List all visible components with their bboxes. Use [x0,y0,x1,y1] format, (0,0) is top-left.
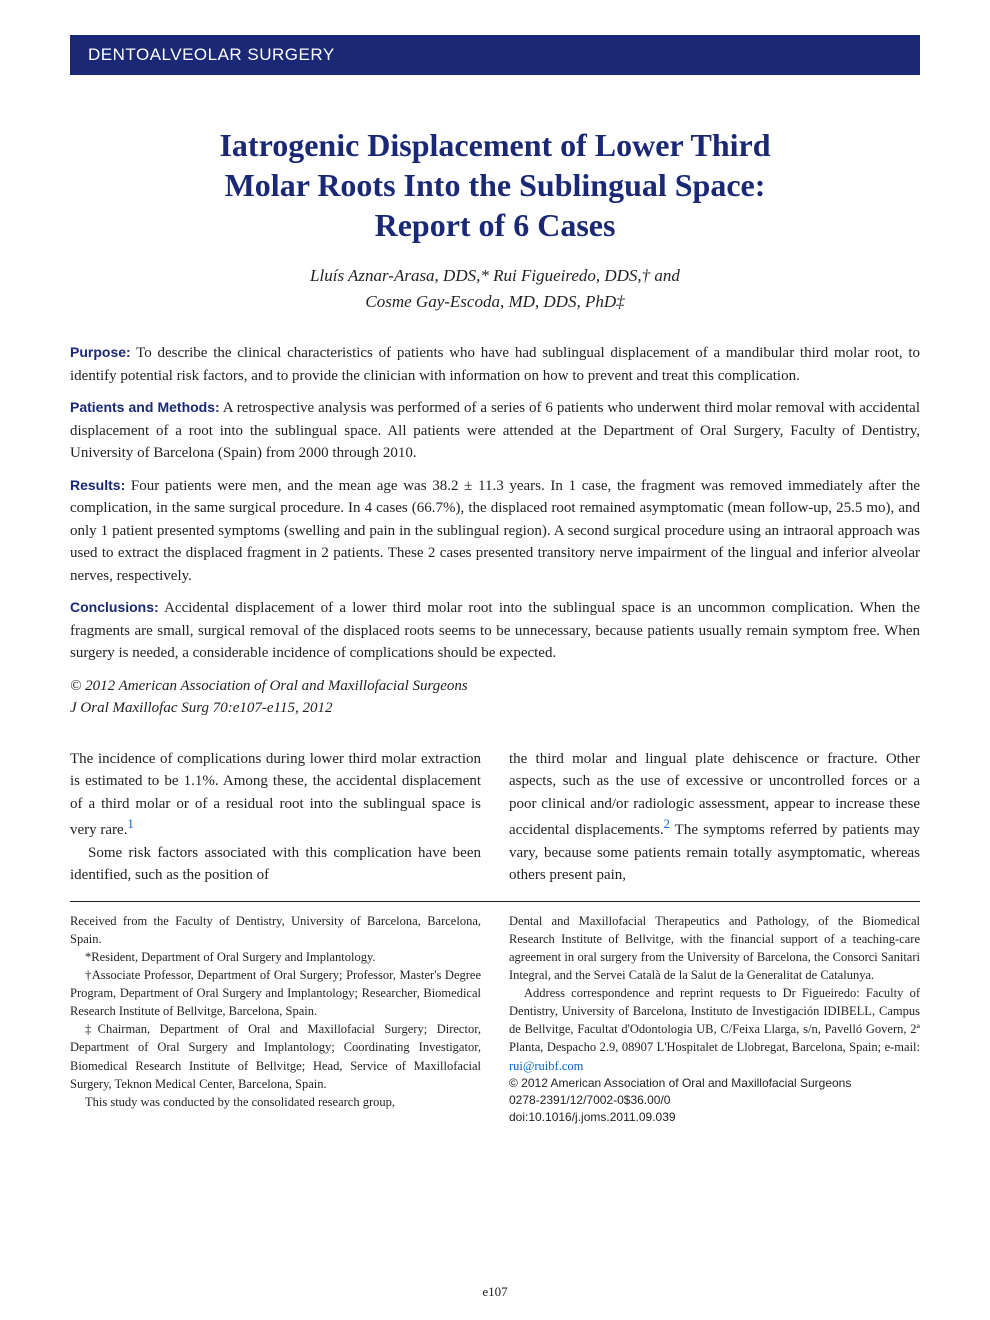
conclusions-label: Conclusions: [70,599,159,615]
footnotes-right-column: Dental and Maxillofacial Therapeutics an… [509,912,920,1127]
purpose-text: To describe the clinical characteristics… [70,345,920,384]
abstract-copyright: © 2012 American Association of Oral and … [70,675,920,698]
abstract-citation: J Oral Maxillofac Surg 70:e107-e115, 201… [70,697,920,720]
page-number: e107 [482,1284,507,1300]
fn-correspondence-text: Address correspondence and reprint reque… [509,986,920,1054]
abstract-conclusions: Conclusions: Accidental displacement of … [70,597,920,665]
conclusions-text: Accidental displacement of a lower third… [70,600,920,661]
body-left-p2: Some risk factors associated with this c… [70,842,481,887]
fn-copyright: © 2012 American Association of Oral and … [509,1075,920,1092]
fn-correspondence: Address correspondence and reprint reque… [509,984,920,1075]
fn-affiliation-3: ‡Chairman, Department of Oral and Maxill… [70,1020,481,1093]
fn-doi: doi:10.1016/j.joms.2011.09.039 [509,1109,920,1126]
fn-affiliation-2: †Associate Professor, Department of Oral… [70,966,481,1020]
title-line-2: Molar Roots Into the Sublingual Space: [225,167,766,203]
fn-funding: Dental and Maxillofacial Therapeutics an… [509,912,920,985]
section-header-bar: DENTOALVEOLAR SURGERY [70,35,920,75]
body-right-column: the third molar and lingual plate dehisc… [509,748,920,887]
authors-block: Lluís Aznar-Arasa, DDS,* Rui Figueiredo,… [70,263,920,314]
footnote-divider [70,901,920,902]
abstract-block: Purpose: To describe the clinical charac… [70,342,920,720]
title-line-3: Report of 6 Cases [375,207,616,243]
abstract-methods: Patients and Methods: A retrospective an… [70,397,920,465]
results-label: Results: [70,477,125,493]
title-line-1: Iatrogenic Displacement of Lower Third [219,127,770,163]
footnotes-left-column: Received from the Faculty of Dentistry, … [70,912,481,1127]
abstract-results: Results: Four patients were men, and the… [70,475,920,588]
results-text: Four patients were men, and the mean age… [70,478,920,584]
footnotes-block: Received from the Faculty of Dentistry, … [70,912,920,1127]
methods-label: Patients and Methods: [70,399,220,415]
fn-study: This study was conducted by the consolid… [70,1093,481,1111]
fn-received: Received from the Faculty of Dentistry, … [70,912,481,948]
article-title: Iatrogenic Displacement of Lower Third M… [70,125,920,245]
email-link[interactable]: rui@ruibf.com [509,1059,583,1073]
section-header-text: DENTOALVEOLAR SURGERY [88,45,335,64]
authors-line-2: Cosme Gay-Escoda, MD, DDS, PhD‡ [365,292,624,311]
body-columns: The incidence of complications during lo… [70,748,920,887]
body-left-column: The incidence of complications during lo… [70,748,481,887]
purpose-label: Purpose: [70,344,131,360]
body-right-p1: the third molar and lingual plate dehisc… [509,748,920,887]
abstract-purpose: Purpose: To describe the clinical charac… [70,342,920,387]
reference-link-1[interactable]: 1 [127,817,133,831]
fn-affiliation-1: *Resident, Department of Oral Surgery an… [70,948,481,966]
fn-code: 0278-2391/12/7002-0$36.00/0 [509,1092,920,1109]
body-left-p1: The incidence of complications during lo… [70,748,481,842]
authors-line-1: Lluís Aznar-Arasa, DDS,* Rui Figueiredo,… [310,266,680,285]
